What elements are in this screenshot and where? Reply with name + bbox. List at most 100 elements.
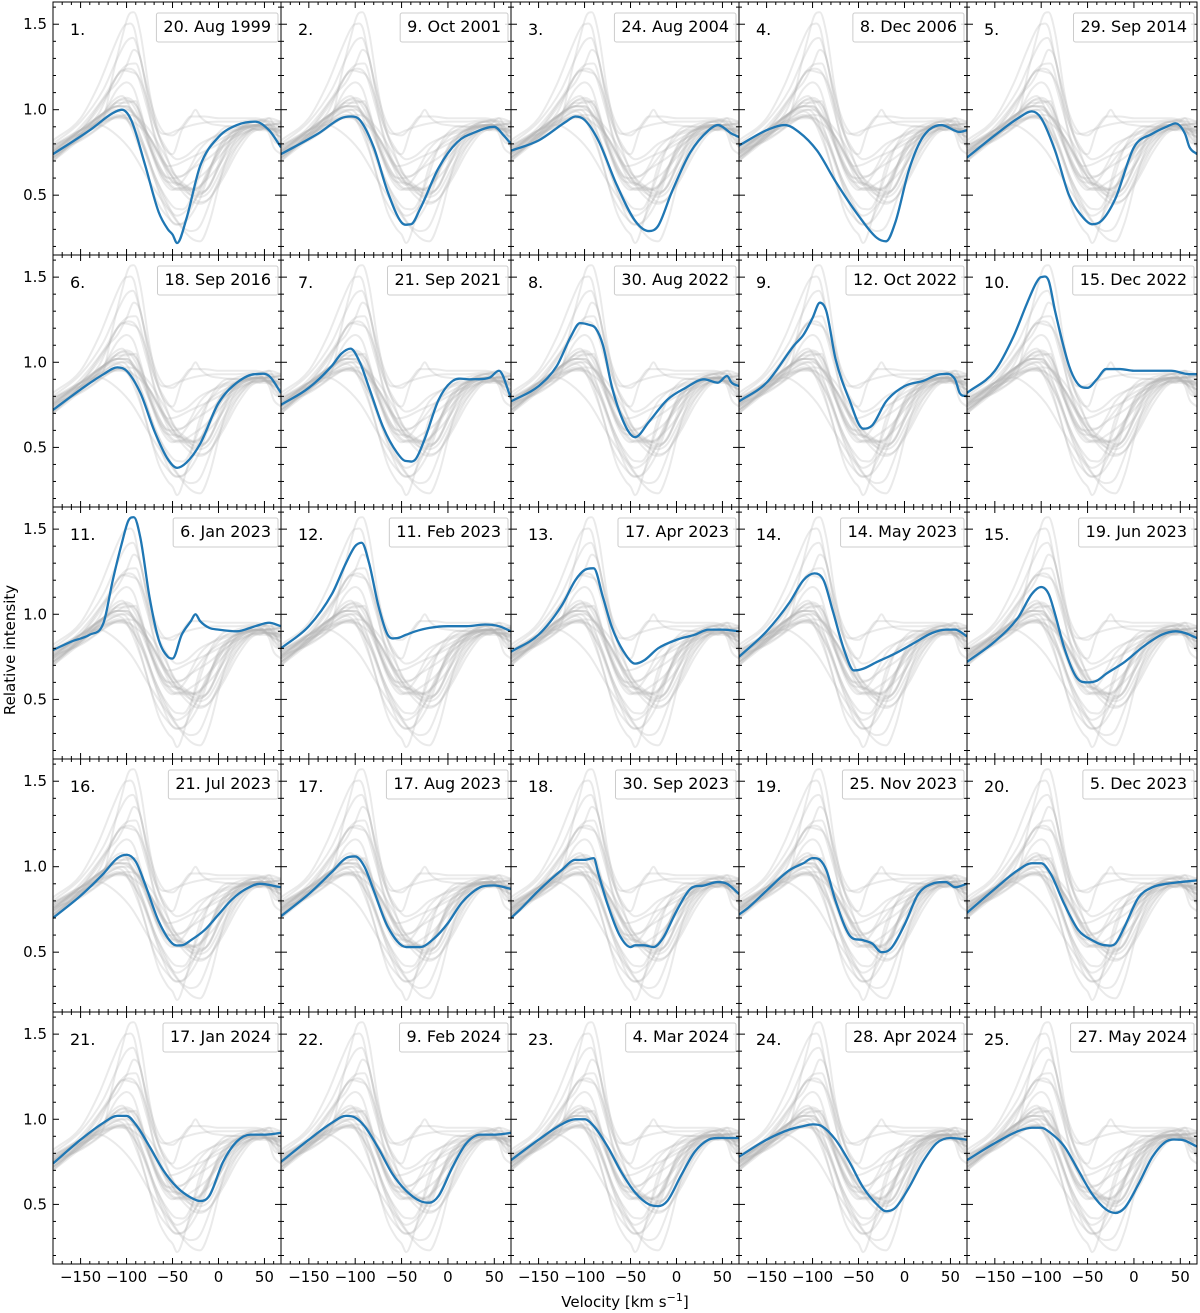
panel-2: 2. 9. Oct 2001 — [280, 1, 512, 256]
background-profile-line — [281, 601, 511, 694]
background-profile-line — [53, 1021, 281, 1165]
background-profile-line — [967, 604, 1197, 696]
background-profile-line — [739, 604, 967, 701]
y-tick-label: 0.5 — [23, 1195, 47, 1213]
background-profile-line — [967, 1114, 1197, 1204]
background-profile-line — [511, 1091, 739, 1189]
background-profile-line — [281, 779, 511, 899]
panel-date: 30. Sep 2023 — [623, 774, 730, 793]
panel-4: 4. 8. Dec 2006 — [738, 1, 968, 256]
background-profile-line — [739, 1118, 967, 1254]
background-profile-line — [281, 48, 511, 178]
background-profile-line — [739, 1118, 967, 1208]
background-profile-line — [739, 264, 967, 408]
background-profile-line — [739, 618, 967, 721]
panel-number: 13. — [528, 525, 553, 544]
background-profile-line — [511, 11, 739, 156]
y-tick-label: 1.0 — [23, 353, 47, 371]
background-profile-line — [281, 334, 511, 432]
background-profile-line — [53, 1119, 281, 1235]
background-profile-line — [511, 108, 739, 198]
panel-number: 11. — [70, 525, 95, 544]
background-profile-line — [53, 1079, 281, 1196]
background-profile-line — [53, 289, 281, 398]
background-profile-line — [53, 352, 281, 449]
background-profile-line — [53, 96, 281, 190]
background-profile-line — [967, 1125, 1197, 1235]
background-profile-line — [53, 1106, 281, 1199]
background-profile-line — [739, 867, 967, 983]
panel-7: 7. 21. Sep 2021 — [280, 254, 512, 508]
panel-ticks — [281, 2, 511, 255]
background-profile-line — [53, 1125, 281, 1242]
background-profile-line — [511, 69, 739, 186]
background-profile-line — [511, 1046, 739, 1155]
background-profile-line — [281, 67, 511, 168]
panel-curves — [511, 768, 739, 1002]
background-profile-line — [281, 527, 511, 646]
background-profile-line — [511, 805, 739, 935]
background-profile-line — [739, 826, 967, 943]
background-profile-line — [281, 1119, 511, 1235]
background-profile-line — [739, 62, 967, 161]
background-profile-line — [511, 620, 739, 730]
y-tick-label: 1.5 — [23, 15, 47, 33]
background-profile-line — [967, 264, 1197, 408]
panel-number: 8. — [528, 273, 543, 292]
background-profile-line — [281, 1106, 511, 1199]
background-profile-line — [281, 620, 511, 730]
background-profile-line — [967, 96, 1197, 190]
background-profile-line — [739, 852, 967, 968]
background-profile-line — [967, 867, 1197, 983]
background-profile-line — [967, 609, 1197, 694]
background-profile-line — [739, 1032, 967, 1151]
background-profile-line — [967, 62, 1197, 161]
background-profile-line — [967, 852, 1197, 968]
highlight-profile-line — [967, 1126, 1197, 1215]
panel-1: 0.5 1.0 1.5 1. 20. Aug 1999 — [23, 1, 282, 256]
background-profile-line — [967, 1108, 1197, 1201]
y-tick-label: 0.5 — [23, 943, 47, 961]
background-profile-line — [53, 824, 281, 925]
background-profile-line — [967, 1021, 1197, 1165]
y-tick-label: 1.5 — [23, 520, 47, 538]
background-profile-line — [53, 95, 281, 211]
background-profile-line — [739, 855, 967, 949]
background-profile-line — [967, 81, 1197, 180]
background-profile-line — [967, 361, 1197, 451]
background-profile-line — [739, 1077, 967, 1177]
background-profile-line — [739, 838, 967, 937]
background-profile-line — [967, 115, 1197, 233]
background-profile-line — [967, 357, 1197, 447]
background-profile-line — [511, 779, 739, 899]
panel-curves — [967, 264, 1197, 497]
background-profile-line — [53, 124, 281, 243]
background-profile-line — [739, 105, 967, 190]
panel-number: 20. — [984, 777, 1009, 796]
background-profile-line — [53, 805, 281, 935]
panel-curves — [511, 1021, 739, 1254]
panel-curves — [967, 768, 1197, 1002]
panel-date-label: 14. May 2023 — [840, 517, 965, 548]
x-tick-label: 50 — [255, 1268, 274, 1286]
background-profile-line — [53, 862, 281, 952]
background-profile-line — [511, 105, 739, 195]
background-profile-line — [511, 1123, 739, 1213]
background-profile-line — [511, 301, 739, 430]
panel-date-label: 25. Nov 2023 — [841, 769, 965, 800]
background-profile-line — [739, 613, 967, 703]
panel-date-label: 27. May 2024 — [1070, 1022, 1195, 1053]
panel-23: −150 −100 −50 0 50 23. 4. Mar 2024 — [510, 1011, 740, 1286]
panel-12: 12. 11. Feb 2023 — [280, 506, 512, 760]
panel-date-label: 5. Dec 2023 — [1082, 769, 1195, 800]
background-profile-line — [739, 368, 967, 478]
panel-14: 14. 14. May 2023 — [738, 506, 968, 760]
panel-curves — [739, 1021, 967, 1254]
background-profile-line — [511, 613, 739, 703]
background-profile-line — [511, 852, 739, 968]
background-profile-line — [53, 603, 281, 696]
panel-number: 16. — [70, 777, 95, 796]
background-profile-line — [739, 614, 967, 730]
background-profile-line — [967, 768, 1197, 913]
background-profile-line — [739, 95, 967, 211]
